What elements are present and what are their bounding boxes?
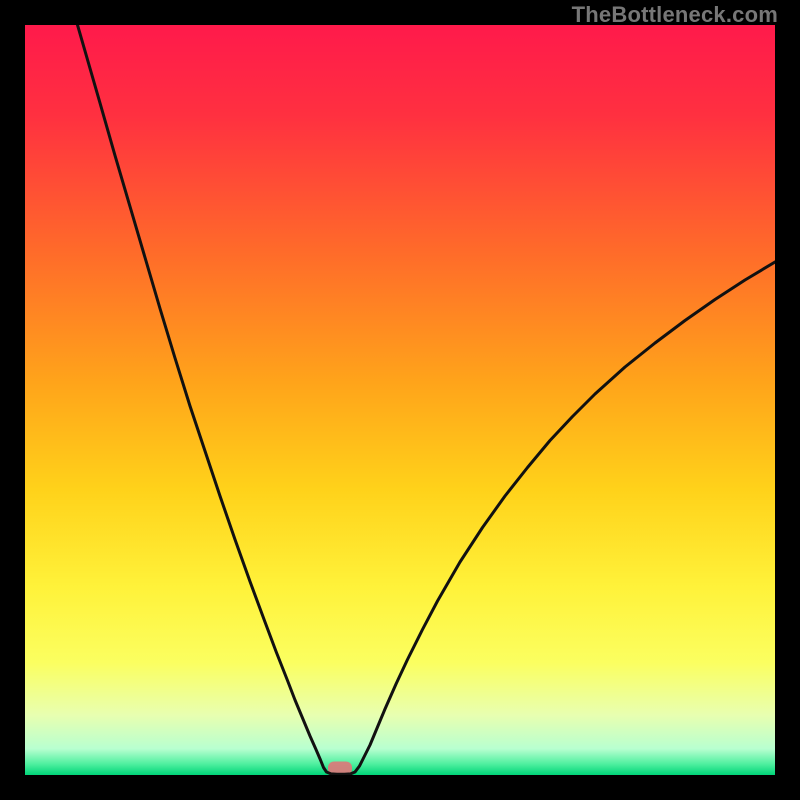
watermark-label: TheBottleneck.com xyxy=(572,2,778,28)
gradient-background xyxy=(25,25,775,775)
plot-area xyxy=(25,25,775,775)
bottleneck-curve-chart xyxy=(25,25,775,775)
chart-frame: TheBottleneck.com xyxy=(0,0,800,800)
